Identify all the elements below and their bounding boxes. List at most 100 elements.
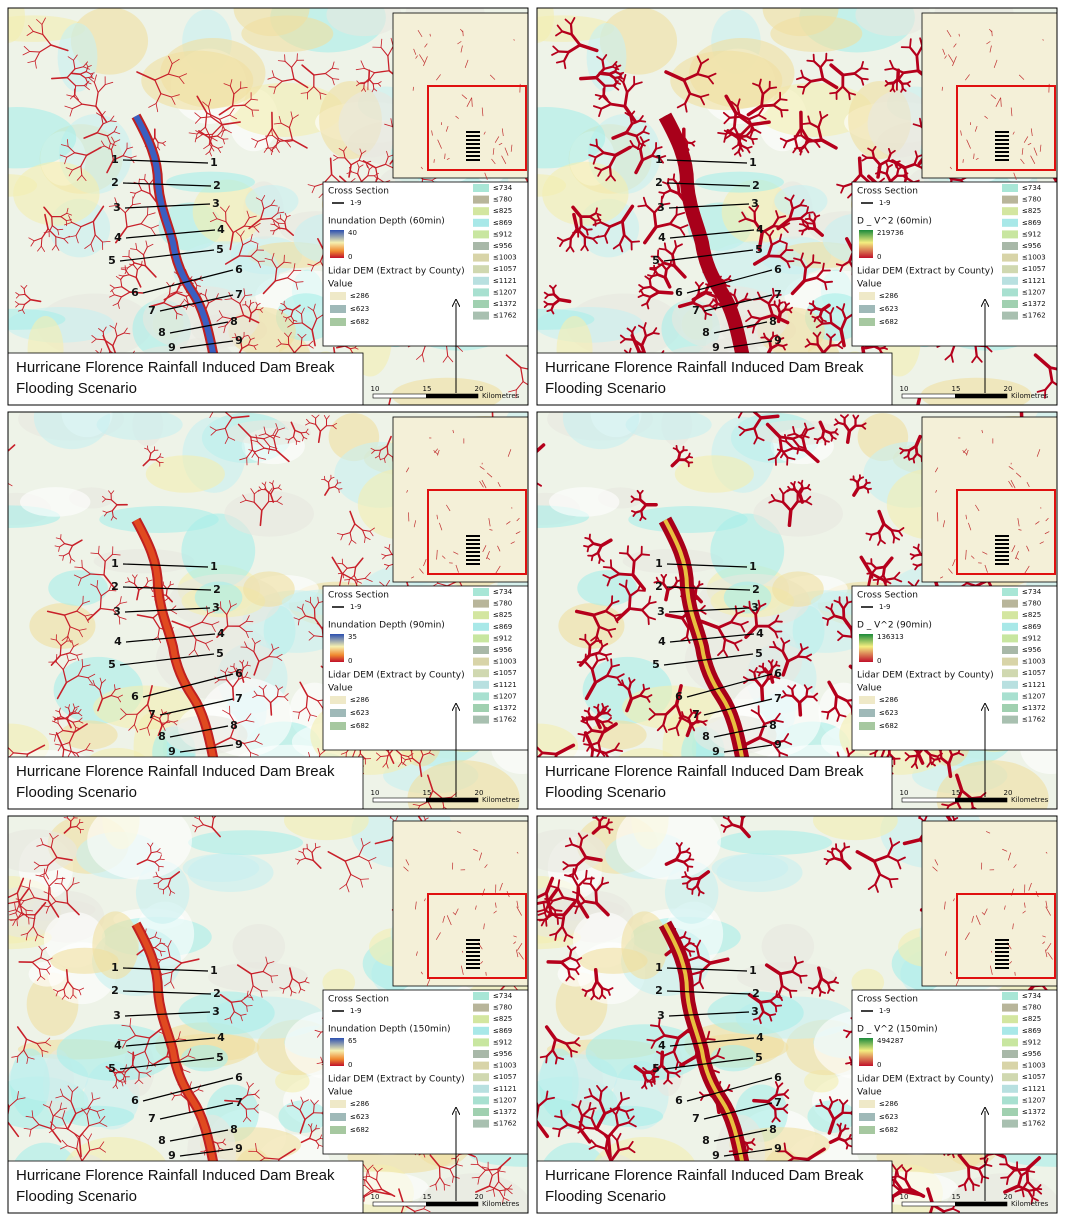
stream	[150, 224, 159, 229]
legend-class: ≤1057	[1022, 265, 1046, 273]
stream	[887, 80, 898, 84]
stream	[733, 111, 738, 129]
stream	[310, 265, 315, 272]
stream	[331, 556, 343, 575]
stream	[373, 70, 390, 74]
stream	[261, 500, 270, 512]
stream	[386, 150, 389, 158]
stream	[761, 87, 771, 96]
stream	[658, 155, 667, 159]
stream	[276, 218, 282, 220]
stream	[270, 223, 276, 226]
stream	[879, 170, 888, 175]
stream	[273, 220, 276, 226]
legend-class: ≤623	[350, 709, 369, 717]
stream	[829, 343, 839, 347]
stream	[23, 288, 26, 295]
stream	[153, 715, 161, 719]
stream	[225, 679, 234, 688]
stream	[138, 183, 143, 191]
stream	[876, 578, 880, 586]
stream	[834, 706, 841, 717]
stream	[364, 572, 371, 579]
stream	[273, 122, 282, 125]
stream	[371, 88, 375, 93]
stream	[696, 72, 710, 79]
stream	[690, 140, 696, 145]
stream	[290, 309, 294, 317]
legend-swatch	[473, 300, 489, 308]
stream	[84, 77, 89, 84]
stream	[359, 753, 366, 760]
stream	[222, 316, 233, 320]
stream	[287, 331, 292, 338]
stream	[767, 302, 774, 317]
stream	[627, 688, 633, 701]
cross-section	[159, 698, 234, 716]
stream	[676, 102, 686, 109]
stream	[130, 155, 137, 159]
inset-stream	[1018, 529, 1022, 531]
stream	[648, 707, 657, 716]
stream	[188, 621, 203, 629]
stream	[768, 499, 776, 504]
inset-stream	[1018, 74, 1025, 80]
stream	[188, 649, 195, 656]
stream	[588, 639, 597, 647]
stream	[799, 126, 809, 140]
stream	[601, 642, 609, 648]
stream	[312, 310, 318, 320]
stream	[286, 270, 295, 279]
stream	[113, 684, 116, 691]
stream	[239, 295, 246, 305]
inset-stream	[949, 166, 952, 170]
stream	[142, 458, 151, 467]
stream	[62, 660, 70, 671]
stream	[550, 303, 555, 311]
stream	[14, 301, 20, 305]
stream	[40, 245, 46, 252]
stream	[541, 751, 559, 756]
stream	[579, 638, 587, 641]
stream	[324, 487, 330, 496]
terrain	[721, 179, 792, 245]
stream	[33, 237, 43, 242]
stream	[801, 229, 805, 236]
section-label: 4	[217, 223, 225, 236]
inset-stream	[965, 549, 967, 560]
stream	[384, 156, 389, 165]
stream	[373, 88, 378, 92]
terrain	[166, 171, 256, 193]
stream	[95, 105, 108, 123]
stream	[60, 144, 69, 147]
stream	[674, 576, 678, 583]
stream	[163, 302, 174, 308]
stream	[554, 743, 576, 756]
stream	[961, 810, 967, 814]
stream	[610, 664, 620, 668]
stream	[81, 103, 97, 107]
stream	[72, 703, 76, 709]
stream	[585, 716, 589, 725]
stream	[580, 244, 586, 251]
stream	[300, 92, 308, 94]
stream	[258, 655, 270, 662]
stream	[293, 344, 302, 354]
legend-swatch	[330, 318, 346, 326]
stream	[401, 761, 407, 766]
stream	[788, 207, 795, 221]
stream	[797, 85, 806, 89]
section-label: 3	[113, 605, 121, 618]
stream	[839, 264, 844, 272]
legend-range: 1-9	[350, 199, 361, 207]
stream	[68, 544, 74, 554]
inset-stream	[1000, 97, 1002, 107]
stream	[103, 512, 108, 517]
stream	[766, 671, 770, 681]
stream	[800, 69, 805, 78]
stream	[119, 713, 127, 720]
stream	[194, 117, 202, 124]
stream	[836, 183, 845, 188]
stream	[584, 653, 587, 663]
stream	[146, 717, 153, 729]
